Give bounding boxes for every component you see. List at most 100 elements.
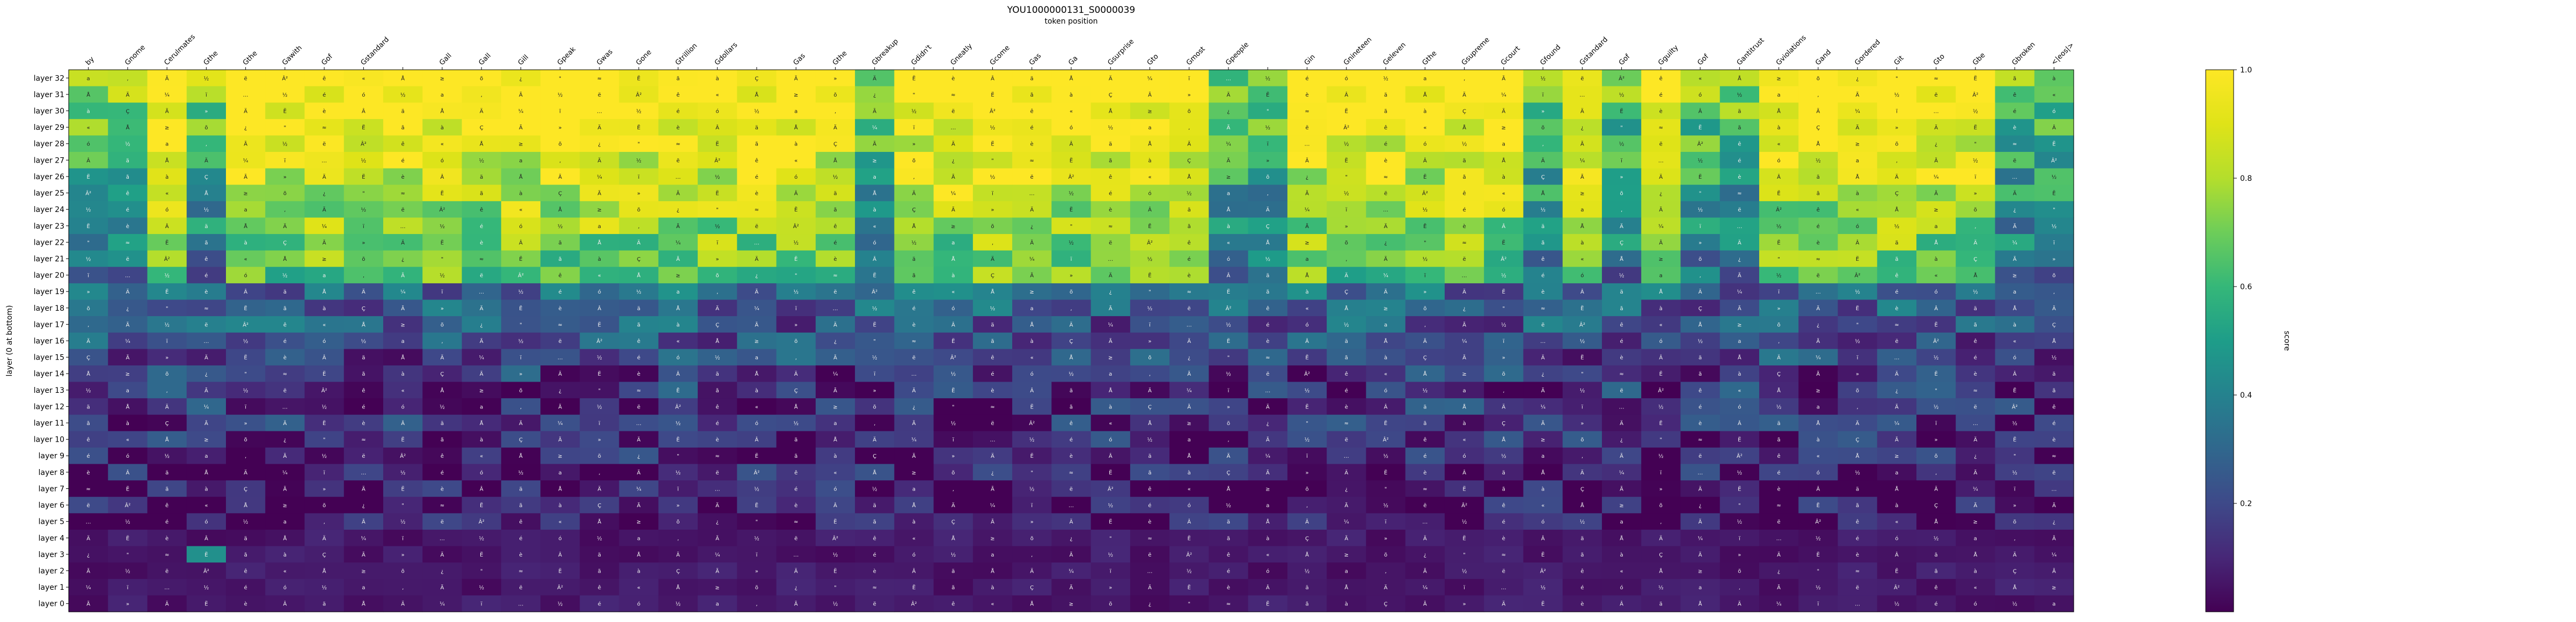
cell-glyph: ó [912, 552, 916, 558]
cell-glyph: « [1580, 257, 1584, 262]
cell-glyph: Ë [362, 124, 365, 131]
cell-glyph: ó [2052, 108, 2055, 115]
cell-glyph: ½ [793, 289, 799, 295]
cell-glyph: Ë [204, 551, 208, 558]
cell-glyph: » [716, 257, 719, 262]
cell-glyph: » [1384, 536, 1387, 541]
cell-glyph: Ë [362, 173, 365, 180]
cell-glyph: Ã [362, 518, 365, 525]
cell-glyph: Ë [716, 190, 719, 197]
cell-glyph: ½ [636, 108, 641, 115]
cell-glyph: ï [873, 371, 875, 377]
cell-glyph: Ã [480, 338, 484, 345]
cell-glyph: Ä [1266, 403, 1270, 410]
cell-glyph: ½ [1737, 470, 1742, 476]
cell-glyph: ã [716, 388, 719, 394]
cell-glyph: é [1070, 437, 1073, 443]
cell-glyph: ë [559, 339, 562, 345]
cell-glyph: … [558, 355, 563, 361]
cell-glyph: Â² [1579, 321, 1585, 328]
cell-glyph: ó [1699, 92, 1702, 98]
x-tick-label: Gneatly [949, 42, 974, 67]
cell-glyph: " [1345, 174, 1348, 180]
cell-glyph: Ç [2013, 568, 2017, 574]
cell-glyph: Ã [912, 420, 916, 427]
cell-glyph: " [2014, 453, 2016, 459]
cell-glyph: Â² [754, 469, 760, 476]
cell-glyph: » [1345, 224, 1348, 230]
cell-glyph: ≈ [636, 388, 641, 394]
cell-glyph: Ã [1266, 469, 1270, 476]
cell-glyph: Å [1423, 370, 1427, 377]
cell-glyph: Â [1502, 223, 1505, 230]
cell-glyph: ¼ [1462, 338, 1467, 345]
cell-glyph: a [2013, 289, 2016, 295]
cell-glyph: õ [559, 142, 562, 148]
cell-glyph: ê [1580, 568, 1584, 574]
cell-glyph: Å [1973, 272, 1977, 279]
y-tick-label: layer 6 [39, 501, 65, 510]
cell-glyph: Ã [1620, 485, 1623, 492]
cell-glyph: Ë [1305, 354, 1308, 361]
cell-glyph: Å [244, 502, 247, 509]
cell-glyph: ï [1148, 322, 1151, 328]
cell-glyph: õ [1659, 503, 1663, 509]
cell-glyph: é [1620, 338, 1623, 345]
cell-glyph: ó [1384, 387, 1387, 394]
cell-glyph: " [323, 437, 326, 443]
cell-glyph: ó [519, 223, 522, 230]
cell-glyph: ä [1462, 158, 1466, 164]
colorbar-tick-label: 0.2 [2240, 500, 2252, 508]
cell-glyph: Â² [203, 567, 209, 574]
cell-glyph: Ã [440, 584, 444, 591]
cell-glyph: … [1265, 388, 1270, 394]
cell-glyph: Ë [1580, 305, 1584, 312]
x-tick-label: Gill [517, 53, 530, 67]
cell-glyph: Â [480, 485, 484, 492]
cell-glyph: « [873, 224, 876, 230]
cell-glyph: è [1620, 355, 1623, 361]
cell-glyph: Ã [1738, 305, 1741, 312]
cell-glyph: ½ [1501, 321, 1506, 328]
cell-glyph: ½ [872, 486, 877, 492]
cell-glyph: ≈ [1541, 306, 1545, 312]
cell-glyph: a [912, 486, 916, 492]
cell-glyph: ≥ [1698, 568, 1702, 574]
cell-glyph: Â [1777, 173, 1781, 180]
cell-glyph: ½ [833, 552, 838, 558]
cell-glyph: Ä [401, 239, 405, 246]
cell-glyph: ½ [1305, 568, 1310, 574]
cell-glyph: ≈ [1894, 322, 1899, 328]
cell-glyph: é [204, 273, 208, 279]
cell-glyph: ½ [715, 174, 720, 180]
cell-glyph: » [676, 503, 679, 509]
cell-glyph: « [1895, 519, 1898, 525]
cell-glyph: è [952, 75, 955, 82]
cell-glyph: Å [519, 173, 523, 180]
cell-glyph: Ä [1620, 223, 1623, 230]
cell-glyph: ä [1738, 109, 1741, 115]
cell-glyph: ½ [1697, 157, 1703, 164]
cell-glyph: ½ [1501, 453, 1506, 459]
cell-glyph: » [126, 602, 129, 608]
cell-glyph: a [1580, 207, 1584, 213]
cell-glyph: Ã [715, 567, 719, 574]
cell-glyph: Ë [1580, 354, 1584, 361]
cell-glyph: ½ [1108, 552, 1113, 558]
x-tick-label: Gbroken [2010, 41, 2037, 67]
cell-glyph: ≥ [1305, 240, 1309, 246]
cell-glyph: ½ [1422, 207, 1428, 213]
cell-glyph: Ã [126, 321, 129, 328]
cell-glyph: Â [1187, 518, 1191, 525]
cell-glyph: Ç [204, 174, 208, 180]
cell-glyph: Ë [1148, 223, 1151, 230]
cell-glyph: … [164, 585, 170, 591]
cell-glyph: ¿ [244, 125, 247, 131]
cell-glyph: è [1030, 141, 1034, 148]
cell-glyph: « [204, 503, 208, 509]
cell-glyph: Ã [1344, 502, 1348, 509]
cell-glyph: ¼ [125, 338, 130, 345]
cell-glyph: à [1462, 420, 1466, 427]
cell-glyph: Â [323, 354, 326, 361]
cell-glyph: » [244, 421, 247, 427]
